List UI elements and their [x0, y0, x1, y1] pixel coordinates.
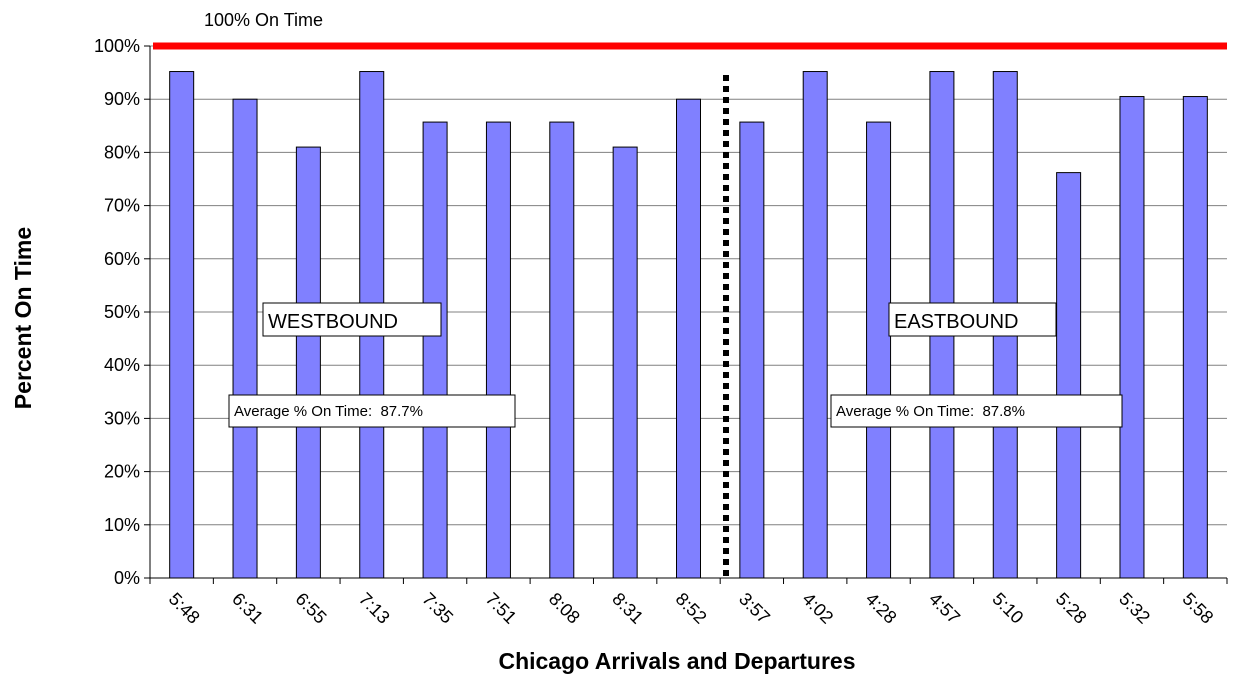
y-tick-label: 10%: [104, 515, 140, 535]
eastbound-label: EASTBOUND: [894, 311, 1018, 333]
x-tick-label: 5:48: [165, 589, 204, 628]
bar-8-52: [676, 98, 701, 579]
x-tick-label: 5:32: [1115, 589, 1154, 628]
x-tick-label: 5:10: [988, 589, 1027, 628]
y-tick-label: 60%: [104, 249, 140, 269]
westbound-average-box: Average % On Time: 87.7%: [228, 394, 516, 428]
bar-4-02: [802, 71, 828, 579]
x-tick-label: 6:31: [228, 589, 267, 628]
westbound-label: WESTBOUND: [268, 311, 398, 333]
bar-5-58: [1182, 96, 1208, 579]
bar-6-31: [232, 98, 258, 579]
x-tick-labels: 5:48 6:31 6:55 7:13 7:35 7:51 8:08 8:31 8:52 3:57…: [149, 578, 1228, 628]
westbound-label-box: WESTBOUND: [262, 302, 442, 337]
eastbound-average-label: Average % On Time: 87.8%: [836, 403, 1025, 420]
x-tick-label: 3:57: [735, 589, 774, 628]
x-tick-label: 7:35: [418, 589, 457, 628]
eastbound-label-box: EASTBOUND: [888, 302, 1057, 337]
y-tick-label: 0%: [114, 568, 140, 588]
y-tick-label: 30%: [104, 408, 140, 428]
bar-8-31: [612, 146, 638, 579]
x-tick-label: 8:08: [545, 589, 584, 628]
y-tick-label: 70%: [104, 196, 140, 216]
x-tick-label: 4:28: [862, 589, 901, 628]
bar-5-32: [1119, 96, 1145, 579]
x-tick-label: 4:02: [798, 589, 837, 628]
x-axis-title: Chicago Arrivals and Departures: [498, 648, 855, 674]
y-tick-label: 20%: [104, 462, 140, 482]
y-tick-label: 100%: [94, 36, 140, 56]
y-tick-label: 50%: [104, 302, 140, 322]
x-tick-label: 7:51: [482, 589, 521, 628]
x-tick-label: 8:31: [608, 589, 647, 628]
bar-8-08: [549, 121, 575, 579]
x-tick-label: 8:52: [672, 589, 711, 628]
x-tick-label: 4:57: [925, 589, 964, 628]
y-tick-label: 40%: [104, 355, 140, 375]
bar-5-48: [169, 71, 195, 579]
bar-7-35: [422, 121, 448, 579]
bar-7-51: [485, 121, 511, 579]
x-tick-label: 6:55: [292, 589, 331, 628]
westbound-average-label: Average % On Time: 87.7%: [234, 403, 423, 420]
y-tick-label: 80%: [104, 142, 140, 162]
x-tick-label: 5:58: [1178, 589, 1217, 628]
x-tick-label: 7:13: [355, 589, 394, 628]
y-axis-title: Percent On Time: [10, 227, 36, 409]
bar-3-57: [739, 121, 765, 579]
bar-5-28: [1056, 172, 1082, 579]
reference-line-label: 100% On Time: [204, 10, 323, 30]
bar-6-55: [295, 146, 321, 579]
y-tick-labels: 0% 10% 20% 30% 40% 50% 60% 70% 80% 90% 100%: [94, 36, 150, 588]
y-tick-label: 90%: [104, 89, 140, 109]
eastbound-average-box: Average % On Time: 87.8%: [830, 394, 1123, 428]
bar-4-28: [866, 121, 892, 579]
x-tick-label: 5:28: [1052, 589, 1091, 628]
